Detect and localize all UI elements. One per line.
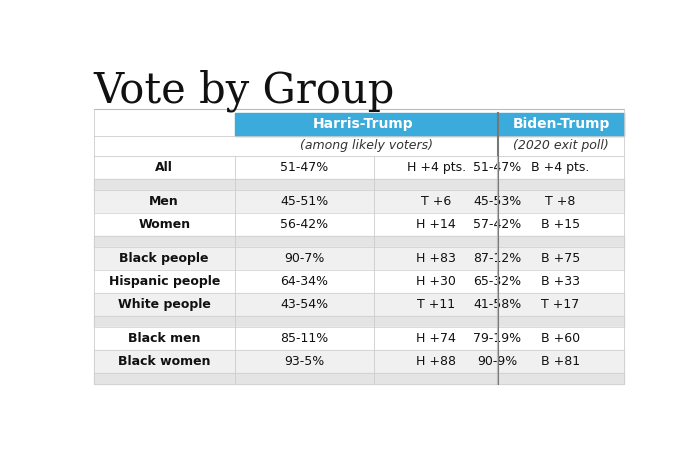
Text: 51-47%: 51-47%	[473, 161, 522, 174]
Text: Vote by Group: Vote by Group	[94, 69, 395, 112]
Text: T +8: T +8	[545, 194, 575, 207]
Text: B +75: B +75	[540, 252, 580, 265]
Bar	[94, 135, 624, 156]
Text: B +60: B +60	[540, 332, 580, 345]
Text: 85-11%: 85-11%	[281, 332, 328, 345]
Text: H +4 pts.: H +4 pts.	[407, 161, 466, 174]
Bar	[94, 156, 624, 179]
Text: 45-53%: 45-53%	[473, 194, 522, 207]
Text: All: All	[155, 161, 173, 174]
Text: Black men: Black men	[128, 332, 200, 345]
Bar	[94, 179, 624, 189]
Bar	[94, 236, 624, 247]
Text: 64-34%: 64-34%	[281, 274, 328, 288]
Bar	[94, 350, 624, 373]
Bar	[498, 112, 624, 135]
Bar	[94, 270, 624, 293]
Text: 41-58%: 41-58%	[473, 298, 522, 311]
Text: White people: White people	[118, 298, 211, 311]
Text: B +15: B +15	[540, 218, 580, 231]
Bar	[94, 247, 624, 270]
Bar	[94, 373, 624, 383]
Text: 43-54%: 43-54%	[281, 298, 328, 311]
Text: Hispanic people: Hispanic people	[108, 274, 220, 288]
Bar	[94, 292, 624, 316]
Text: Black women: Black women	[118, 355, 211, 368]
Text: Harris-Trump: Harris-Trump	[312, 117, 413, 131]
Text: 57-42%: 57-42%	[473, 218, 522, 231]
Text: 79-19%: 79-19%	[473, 332, 522, 345]
Text: 56-42%: 56-42%	[281, 218, 328, 231]
Text: Biden-Trump: Biden-Trump	[512, 117, 610, 131]
Text: (2020 exit poll): (2020 exit poll)	[513, 139, 609, 152]
Text: Black people: Black people	[120, 252, 209, 265]
Text: 90-9%: 90-9%	[477, 355, 517, 368]
Text: 87-12%: 87-12%	[473, 252, 522, 265]
Text: H +83: H +83	[416, 252, 456, 265]
Text: Women: Women	[138, 218, 190, 231]
Text: Men: Men	[149, 194, 179, 207]
Text: 65-32%: 65-32%	[473, 274, 522, 288]
Text: H +30: H +30	[416, 274, 456, 288]
Text: H +74: H +74	[416, 332, 456, 345]
Text: (among likely voters): (among likely voters)	[300, 139, 433, 152]
Text: T +11: T +11	[417, 298, 455, 311]
Text: B +4 pts.: B +4 pts.	[531, 161, 589, 174]
Bar	[94, 212, 624, 236]
Text: T +17: T +17	[541, 298, 580, 311]
Text: B +33: B +33	[540, 274, 580, 288]
Text: B +81: B +81	[540, 355, 580, 368]
Text: 51-47%: 51-47%	[281, 161, 328, 174]
Text: H +88: H +88	[416, 355, 456, 368]
Text: 93-5%: 93-5%	[284, 355, 325, 368]
Text: 90-7%: 90-7%	[284, 252, 325, 265]
Bar	[94, 316, 624, 327]
Bar	[94, 327, 624, 350]
Bar	[234, 112, 498, 135]
Text: H +14: H +14	[416, 218, 456, 231]
Bar	[94, 189, 624, 212]
Text: 45-51%: 45-51%	[281, 194, 328, 207]
Text: T +6: T +6	[421, 194, 452, 207]
